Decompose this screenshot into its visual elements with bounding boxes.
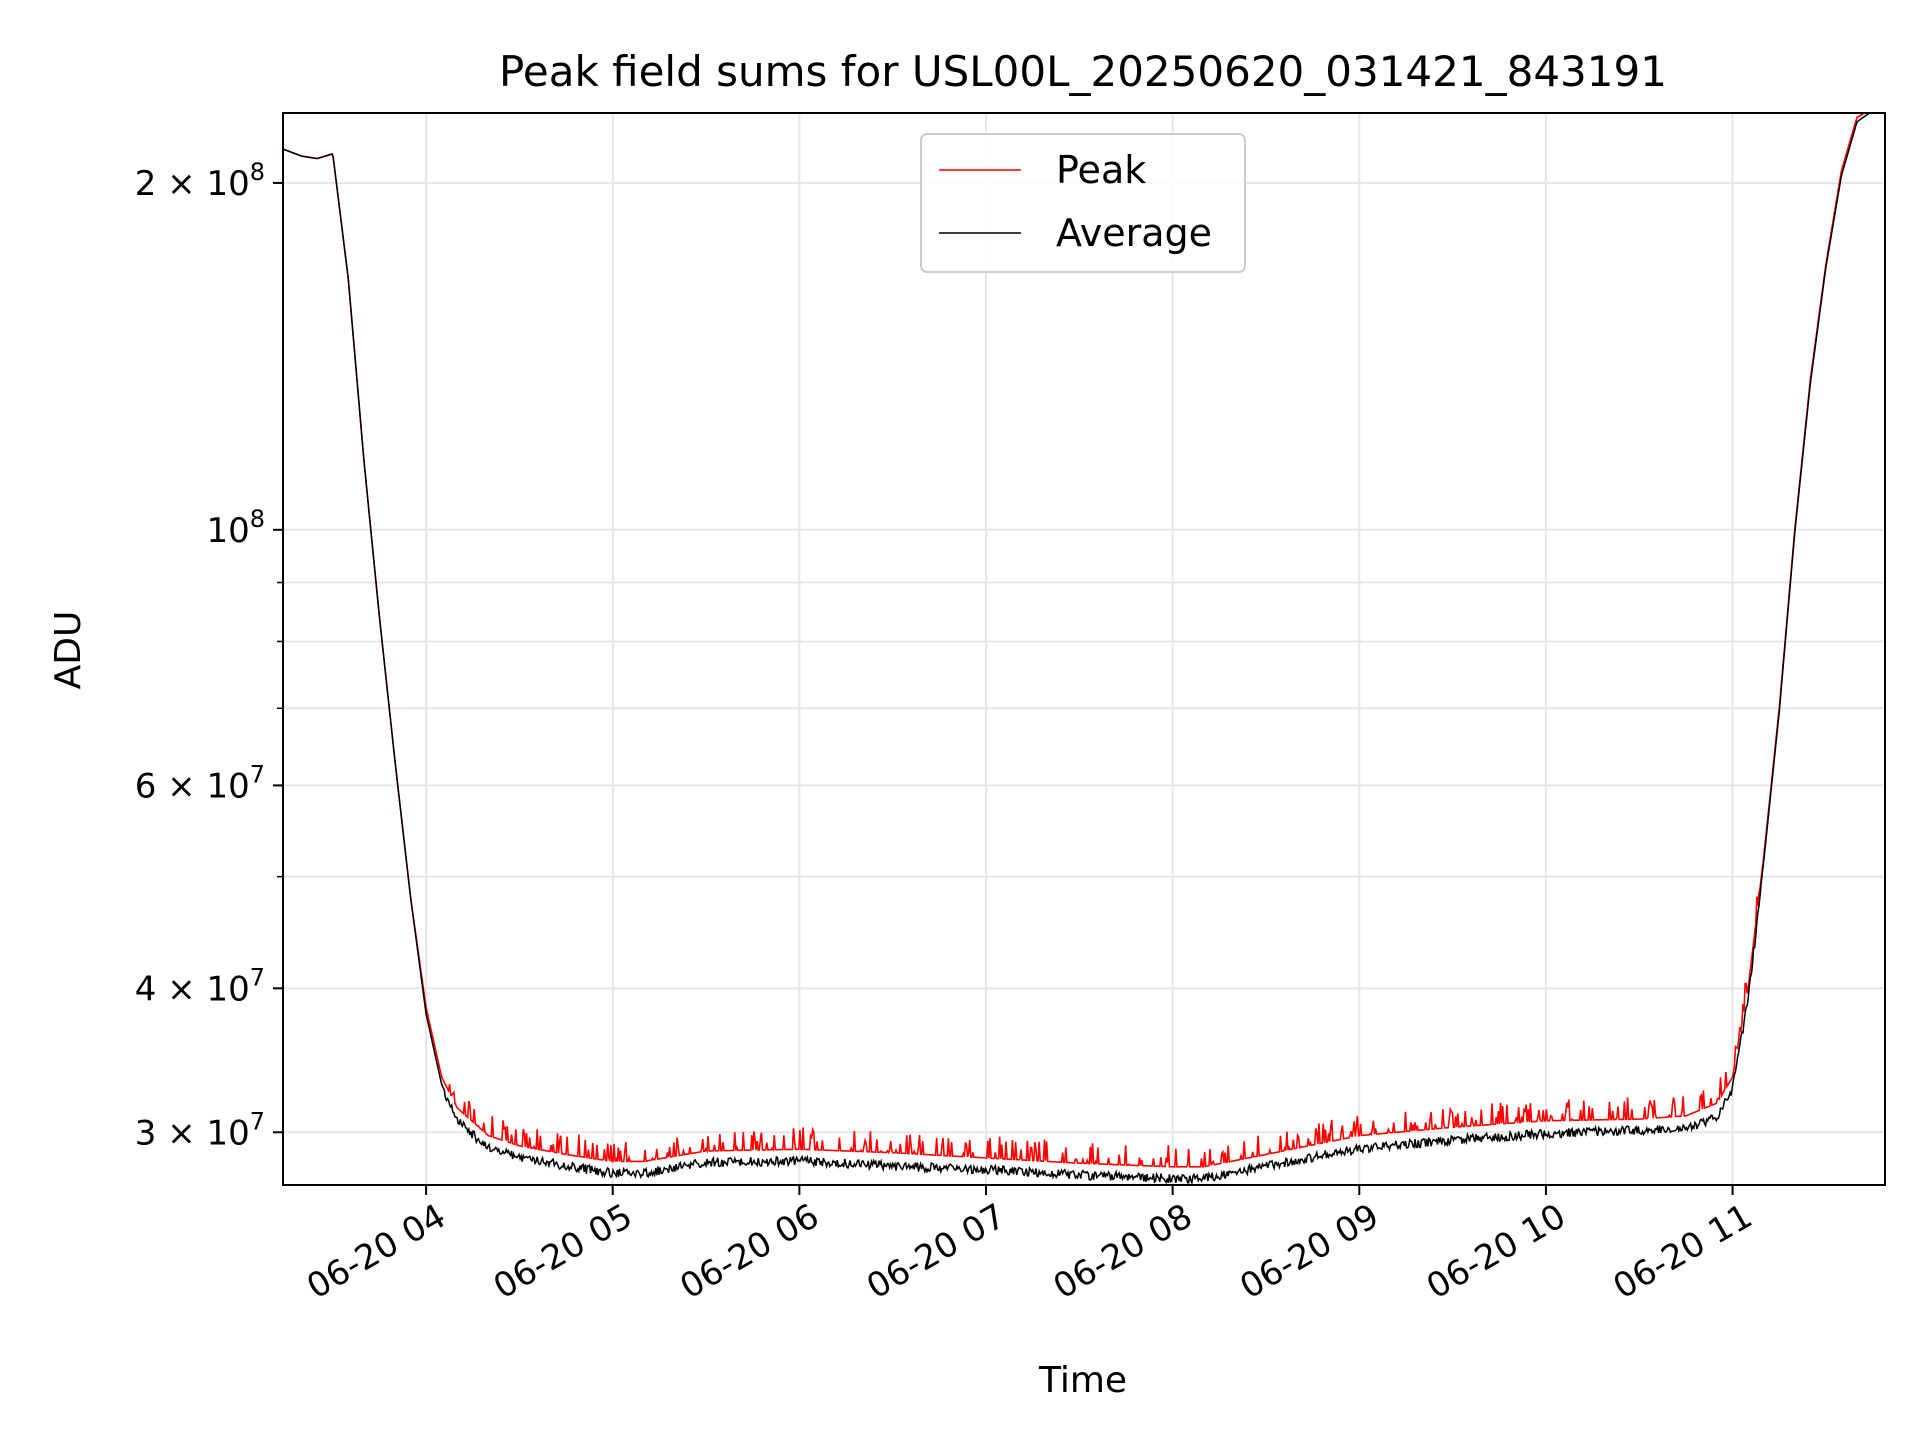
series-layer xyxy=(283,113,1871,1185)
y-axis-label: ADU xyxy=(48,611,89,690)
series-line-peak xyxy=(283,113,1867,1168)
y-tick-label: 3 × 107 xyxy=(135,1107,265,1153)
y-tick-label: 108 xyxy=(206,505,265,551)
y-axis: 3 × 107 4 × 107 6 × 107 108 2 × 108 xyxy=(135,158,283,1153)
legend-label-peak: Peak xyxy=(1056,148,1146,192)
plot-frame xyxy=(282,112,1886,1186)
x-axis-label: Time xyxy=(1038,1360,1127,1401)
y-tick-label: 4 × 107 xyxy=(135,963,265,1009)
y-tick-label: 2 × 108 xyxy=(135,158,265,204)
series-line-average xyxy=(283,113,1871,1185)
legend-label-average: Average xyxy=(1056,211,1212,255)
y-tick-label: 6 × 107 xyxy=(135,760,265,806)
legend: Peak Average xyxy=(920,133,1246,273)
grid xyxy=(283,113,1885,1185)
chart-title: Peak field sums for USL00L_20250620_0314… xyxy=(499,47,1667,96)
legend-box xyxy=(920,133,1246,273)
